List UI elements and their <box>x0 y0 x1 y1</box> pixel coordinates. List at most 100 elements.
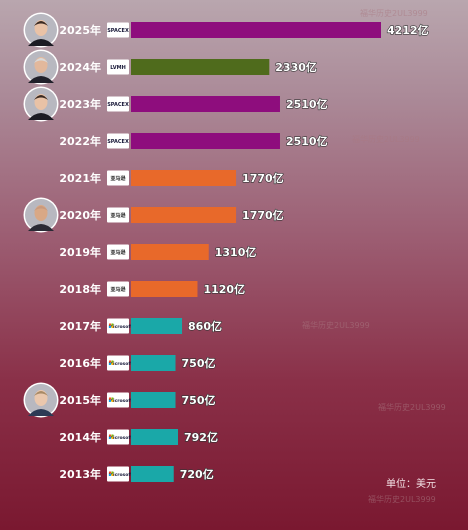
watermark: 福华历史2UL3999 <box>302 321 370 330</box>
microsoft-logo-square <box>109 434 111 437</box>
company-logo <box>107 170 129 186</box>
year-label: 2014年 <box>59 430 101 444</box>
bar <box>131 96 280 112</box>
bar <box>131 244 209 260</box>
company-logo-text: 亚马逊 <box>110 249 125 256</box>
company-logo-text: Microsoft <box>109 435 134 441</box>
company-logo-text: 亚马逊 <box>110 286 125 293</box>
microsoft-logo-square <box>109 436 111 439</box>
microsoft-logo-square <box>109 323 111 326</box>
year-label: 2018年 <box>59 282 101 296</box>
portrait-hair <box>34 58 48 63</box>
microsoft-logo-square <box>111 473 114 476</box>
microsoft-logo-square <box>111 362 114 365</box>
company-logo-text: SPACEX <box>107 28 129 34</box>
portrait-hair <box>34 206 48 211</box>
year-label: 2019年 <box>59 245 101 259</box>
company-logo <box>107 281 129 297</box>
year-label: 2017年 <box>59 319 101 333</box>
year-label: 2025年 <box>59 23 101 37</box>
microsoft-logo-square <box>109 473 111 476</box>
bar <box>131 429 179 445</box>
company-logo-text: 亚马逊 <box>110 212 125 219</box>
microsoft-logo-square <box>111 323 114 326</box>
watermark: 福华历史2UL3999 <box>360 9 428 18</box>
company-logo-text: Microsoft <box>109 361 134 367</box>
value-label: 2330亿 <box>275 60 317 74</box>
value-label: 1120亿 <box>203 282 245 296</box>
portrait-hair <box>34 391 48 396</box>
portrait-body <box>28 409 54 416</box>
year-label: 2024年 <box>59 60 101 74</box>
value-label: 1770亿 <box>242 171 284 185</box>
company-logo <box>107 355 129 371</box>
value-label: 1310亿 <box>215 245 257 259</box>
bar <box>131 318 183 334</box>
company-logo <box>107 96 129 112</box>
company-logo <box>107 392 129 408</box>
microsoft-logo-square <box>111 360 114 363</box>
company-logo <box>107 133 129 149</box>
value-label: 4212亿 <box>387 23 429 37</box>
company-logo-text: Microsoft <box>109 472 134 478</box>
value-label: 750亿 <box>182 393 216 407</box>
portrait-body <box>28 113 54 120</box>
bar <box>131 22 381 38</box>
microsoft-logo-square <box>109 362 111 365</box>
microsoft-logo-square <box>111 436 114 439</box>
year-label: 2023年 <box>59 97 101 111</box>
company-logo <box>107 22 129 38</box>
portrait-hair <box>34 95 48 100</box>
microsoft-logo-square <box>109 397 111 400</box>
microsoft-logo-square <box>109 399 111 402</box>
microsoft-logo-square <box>111 399 114 402</box>
company-logo <box>107 59 129 75</box>
value-label: 2510亿 <box>286 97 328 111</box>
microsoft-logo-square <box>111 471 114 474</box>
bar <box>131 207 237 223</box>
company-logo-text: SPACEX <box>107 139 129 145</box>
year-label: 2013年 <box>59 467 101 481</box>
company-logo <box>107 429 129 445</box>
microsoft-logo-square <box>111 434 114 437</box>
value-label: 2510亿 <box>286 134 328 148</box>
watermark: 福华历史2UL3999 <box>378 403 446 412</box>
value-label: 860亿 <box>188 319 222 333</box>
microsoft-logo-square <box>111 397 114 400</box>
year-label: 2022年 <box>59 134 101 148</box>
company-logo-text: SPACEX <box>107 102 129 108</box>
microsoft-logo-square <box>109 325 111 328</box>
year-label: 2020年 <box>59 208 101 222</box>
company-logo <box>107 466 129 482</box>
year-label: 2015年 <box>59 393 101 407</box>
company-logo <box>107 318 129 334</box>
watermark: 福华历史2UL3999 <box>368 495 436 504</box>
portrait-body <box>28 39 54 46</box>
company-logo-text: Microsoft <box>109 398 134 404</box>
bar <box>131 392 176 408</box>
bar <box>131 466 174 482</box>
portrait-body <box>28 76 54 83</box>
watermark: 福华历史2UL3999 <box>352 135 420 144</box>
bar <box>131 355 176 371</box>
company-logo-text: Microsoft <box>109 324 134 330</box>
year-label: 2021年 <box>59 171 101 185</box>
bar <box>131 281 198 297</box>
value-label: 750亿 <box>182 356 216 370</box>
bar <box>131 59 270 75</box>
bar <box>131 170 237 186</box>
company-logo <box>107 207 129 223</box>
unit-note: 单位：美元 <box>386 479 436 490</box>
microsoft-logo-square <box>109 471 111 474</box>
microsoft-logo-square <box>111 325 114 328</box>
company-logo <box>107 244 129 260</box>
value-label: 720亿 <box>180 467 214 481</box>
microsoft-logo-square <box>109 360 111 363</box>
year-label: 2016年 <box>59 356 101 370</box>
value-label: 1770亿 <box>242 208 284 222</box>
portrait-body <box>28 224 54 231</box>
value-label: 792亿 <box>184 430 218 444</box>
bar <box>131 133 280 149</box>
